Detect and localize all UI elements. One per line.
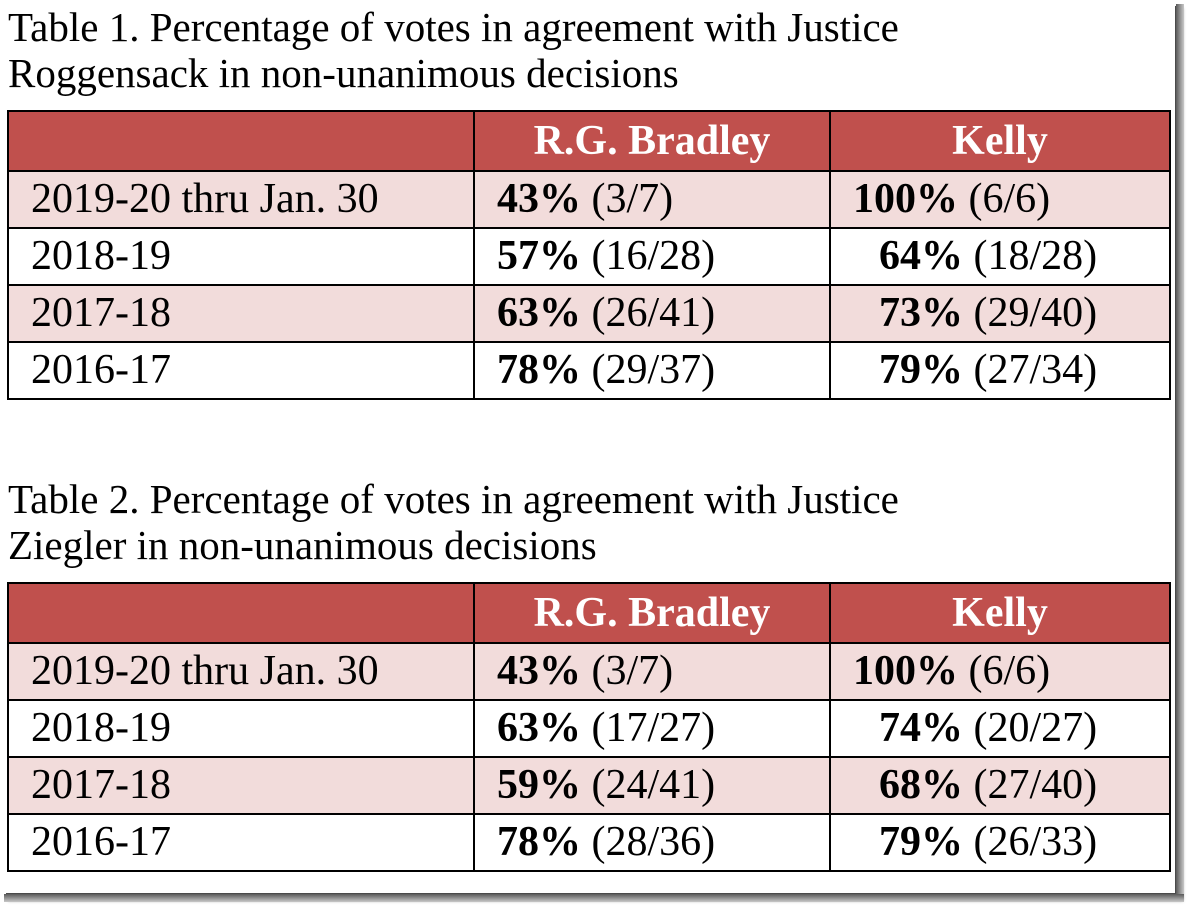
bradley-percent: 78% — [497, 819, 581, 865]
kelly-count: (18/28) — [963, 233, 1098, 279]
kelly-count: (6/6) — [958, 176, 1051, 222]
kelly-percent: 100% — [853, 648, 958, 694]
table-1-header-row: R.G. Bradley Kelly — [7, 110, 1171, 172]
table-2-caption-line2: Ziegler in non-unanimous decisions — [8, 522, 597, 568]
table-1-caption-line2: Roggensack in non-unanimous decisions — [8, 50, 679, 96]
table-1-caption-line1: Table 1. Percentage of votes in agreemen… — [8, 4, 899, 50]
bradley-cell: 57% (16/28) — [473, 227, 831, 286]
kelly-count: (20/27) — [963, 705, 1098, 751]
bradley-cell: 43% (3/7) — [473, 642, 831, 701]
table-2-caption: Table 2. Percentage of votes in agreemen… — [8, 476, 899, 568]
table-row: 2016-17 78% (29/37) 79% (27/34) — [7, 341, 1171, 400]
kelly-count: (27/40) — [963, 762, 1098, 808]
bradley-percent: 59% — [497, 762, 581, 808]
kelly-percent: 68% — [879, 762, 963, 808]
table-row: 2016-17 78% (28/36) 79% (26/33) — [7, 813, 1171, 872]
header-cell-kelly: Kelly — [829, 110, 1171, 172]
table-row: 2017-18 63% (26/41) 73% (29/40) — [7, 284, 1171, 343]
bradley-count: (28/36) — [581, 819, 716, 865]
bradley-count: (26/41) — [581, 290, 716, 336]
table-2: R.G. Bradley Kelly 2019-20 thru Jan. 30 … — [7, 582, 1171, 872]
table-1-caption: Table 1. Percentage of votes in agreemen… — [8, 4, 899, 96]
table-2-caption-line1: Table 2. Percentage of votes in agreemen… — [8, 476, 899, 522]
bradley-count: (3/7) — [581, 648, 674, 694]
bradley-cell: 43% (3/7) — [473, 170, 831, 229]
bradley-count: (29/37) — [581, 347, 716, 393]
kelly-cell: 73% (29/40) — [829, 284, 1171, 343]
kelly-count: (6/6) — [958, 648, 1051, 694]
bradley-cell: 78% (29/37) — [473, 341, 831, 400]
header-cell-kelly: Kelly — [829, 582, 1171, 644]
table-row: 2017-18 59% (24/41) 68% (27/40) — [7, 756, 1171, 815]
term-cell: 2016-17 — [7, 813, 475, 872]
term-cell: 2017-18 — [7, 756, 475, 815]
kelly-percent: 100% — [853, 176, 958, 222]
term-cell: 2019-20 thru Jan. 30 — [7, 170, 475, 229]
header-cell-bradley: R.G. Bradley — [473, 582, 831, 644]
bradley-cell: 78% (28/36) — [473, 813, 831, 872]
kelly-percent: 73% — [879, 290, 963, 336]
kelly-cell: 100% (6/6) — [829, 170, 1171, 229]
header-cell-empty — [7, 582, 475, 644]
term-cell: 2016-17 — [7, 341, 475, 400]
kelly-count: (27/34) — [963, 347, 1098, 393]
header-cell-empty — [7, 110, 475, 172]
bradley-percent: 78% — [497, 347, 581, 393]
bradley-percent: 43% — [497, 648, 581, 694]
table-row: 2018-19 63% (17/27) 74% (20/27) — [7, 699, 1171, 758]
kelly-percent: 74% — [879, 705, 963, 751]
table-row: 2019-20 thru Jan. 30 43% (3/7) 100% (6/6… — [7, 170, 1171, 229]
header-cell-bradley: R.G. Bradley — [473, 110, 831, 172]
kelly-count: (29/40) — [963, 290, 1098, 336]
bradley-cell: 63% (26/41) — [473, 284, 831, 343]
term-cell: 2019-20 thru Jan. 30 — [7, 642, 475, 701]
kelly-cell: 74% (20/27) — [829, 699, 1171, 758]
bradley-count: (17/27) — [581, 705, 716, 751]
kelly-cell: 79% (26/33) — [829, 813, 1171, 872]
kelly-cell: 64% (18/28) — [829, 227, 1171, 286]
kelly-percent: 79% — [879, 819, 963, 865]
kelly-cell: 68% (27/40) — [829, 756, 1171, 815]
bradley-count: (3/7) — [581, 176, 674, 222]
term-cell: 2018-19 — [7, 699, 475, 758]
table-row: 2018-19 57% (16/28) 64% (18/28) — [7, 227, 1171, 286]
table-row: 2019-20 thru Jan. 30 43% (3/7) 100% (6/6… — [7, 642, 1171, 701]
bradley-count: (16/28) — [581, 233, 716, 279]
kelly-percent: 79% — [879, 347, 963, 393]
bradley-cell: 63% (17/27) — [473, 699, 831, 758]
kelly-count: (26/33) — [963, 819, 1098, 865]
bradley-percent: 43% — [497, 176, 581, 222]
kelly-cell: 100% (6/6) — [829, 642, 1171, 701]
bradley-percent: 57% — [497, 233, 581, 279]
table-1: R.G. Bradley Kelly 2019-20 thru Jan. 30 … — [7, 110, 1171, 400]
bradley-percent: 63% — [497, 705, 581, 751]
frame-shadow-right — [1176, 4, 1184, 900]
term-cell: 2017-18 — [7, 284, 475, 343]
kelly-percent: 64% — [879, 233, 963, 279]
frame-shadow-bottom — [4, 894, 1184, 902]
bradley-count: (24/41) — [581, 762, 716, 808]
bradley-percent: 63% — [497, 290, 581, 336]
term-cell: 2018-19 — [7, 227, 475, 286]
table-2-header-row: R.G. Bradley Kelly — [7, 582, 1171, 644]
bradley-cell: 59% (24/41) — [473, 756, 831, 815]
kelly-cell: 79% (27/34) — [829, 341, 1171, 400]
